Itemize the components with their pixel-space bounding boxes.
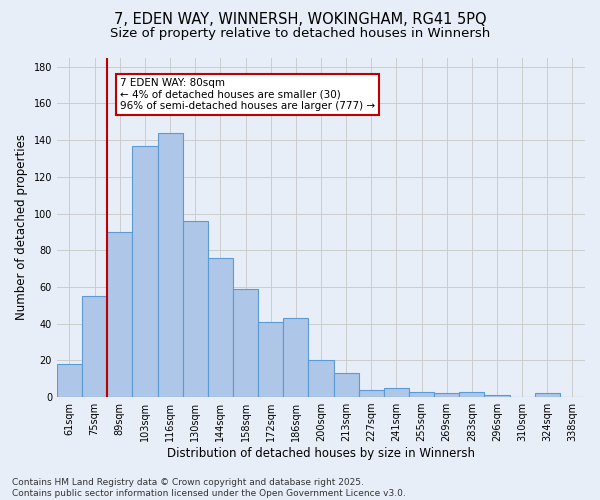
Bar <box>384 388 409 397</box>
Text: 7, EDEN WAY, WINNERSH, WOKINGHAM, RG41 5PQ: 7, EDEN WAY, WINNERSH, WOKINGHAM, RG41 5… <box>113 12 487 28</box>
Bar <box>57 364 82 397</box>
Bar <box>133 146 158 397</box>
Bar <box>359 390 384 397</box>
Text: Contains HM Land Registry data © Crown copyright and database right 2025.
Contai: Contains HM Land Registry data © Crown c… <box>12 478 406 498</box>
Bar <box>459 392 484 397</box>
Bar <box>258 322 283 397</box>
Text: 7 EDEN WAY: 80sqm
← 4% of detached houses are smaller (30)
96% of semi-detached : 7 EDEN WAY: 80sqm ← 4% of detached house… <box>120 78 375 111</box>
Bar <box>208 258 233 397</box>
Bar <box>535 394 560 397</box>
Bar <box>182 221 208 397</box>
Bar <box>107 232 133 397</box>
X-axis label: Distribution of detached houses by size in Winnersh: Distribution of detached houses by size … <box>167 447 475 460</box>
Bar <box>409 392 434 397</box>
Bar <box>434 394 459 397</box>
Bar <box>233 289 258 397</box>
Bar <box>82 296 107 397</box>
Bar <box>283 318 308 397</box>
Bar <box>158 133 182 397</box>
Bar <box>334 373 359 397</box>
Bar <box>308 360 334 397</box>
Text: Size of property relative to detached houses in Winnersh: Size of property relative to detached ho… <box>110 28 490 40</box>
Y-axis label: Number of detached properties: Number of detached properties <box>15 134 28 320</box>
Bar <box>484 395 509 397</box>
